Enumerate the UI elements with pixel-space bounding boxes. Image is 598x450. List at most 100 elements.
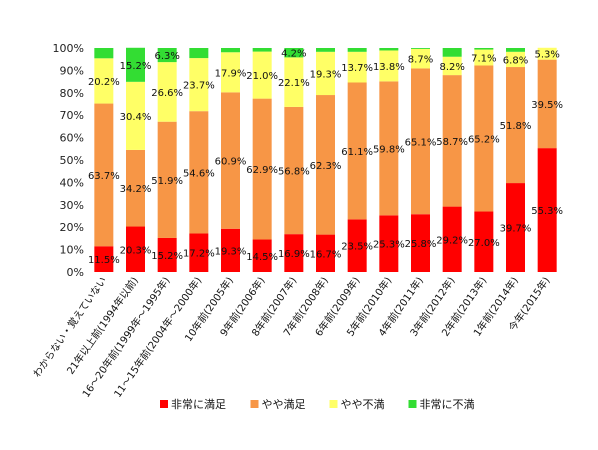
- bar-segment: [347, 82, 367, 220]
- bar-segment: [442, 206, 462, 272]
- bar-segment: [189, 111, 209, 234]
- bar-segment: [474, 211, 494, 272]
- bar-segment: [442, 75, 462, 207]
- bar-segment: [284, 57, 304, 107]
- data-label: 8.7%: [408, 55, 433, 66]
- bar-segment: [442, 48, 462, 57]
- data-label: 63.7%: [88, 171, 120, 182]
- data-label: 25.8%: [405, 239, 437, 250]
- bar-segment: [157, 121, 177, 238]
- y-tick-label: 60%: [60, 132, 84, 145]
- bar-segment: [284, 234, 304, 272]
- data-label: 55.3%: [531, 206, 563, 217]
- bar-segment: [221, 52, 240, 93]
- bar-segment: [221, 228, 240, 272]
- data-label: 13.7%: [341, 63, 373, 74]
- legend-swatch: [250, 400, 259, 408]
- bar-segment: [474, 48, 494, 50]
- data-label: 17.2%: [183, 249, 215, 260]
- data-label: 34.2%: [120, 184, 152, 195]
- data-label: 23.7%: [183, 81, 215, 92]
- data-label: 65.1%: [405, 137, 437, 148]
- data-label: 14.5%: [246, 252, 278, 263]
- bar-segment: [506, 51, 525, 68]
- data-label: 15.2%: [120, 61, 152, 72]
- bar-segment: [347, 219, 367, 272]
- data-label: 26.6%: [151, 88, 183, 99]
- bars: [94, 47, 557, 272]
- bar-segment: [379, 215, 399, 272]
- y-tick-label: 100%: [53, 42, 84, 55]
- bar-segment: [189, 233, 209, 272]
- bar-segment: [126, 81, 145, 150]
- legend-swatch: [160, 400, 168, 408]
- bar-segment: [347, 51, 367, 83]
- data-label: 56.8%: [278, 167, 310, 178]
- y-tick-label: 30%: [60, 199, 84, 212]
- bar-segment: [506, 48, 525, 52]
- legend-label: やや不満: [341, 398, 385, 411]
- data-label: 51.8%: [500, 121, 532, 132]
- y-tick-label: 10%: [60, 244, 84, 257]
- bar-segment: [474, 65, 494, 212]
- data-label: 17.9%: [215, 68, 247, 79]
- bar-segment: [126, 226, 145, 272]
- data-label: 19.3%: [310, 69, 342, 80]
- bar-segment: [316, 95, 335, 235]
- data-label: 39.5%: [531, 100, 563, 111]
- bar-segment: [506, 183, 525, 272]
- bar-segment: [252, 51, 272, 99]
- bar-segment: [284, 48, 304, 58]
- data-label: 60.9%: [215, 157, 247, 168]
- bar-segment: [316, 48, 335, 52]
- data-label: 29.2%: [436, 235, 468, 246]
- legend-label: 非常に不満: [420, 398, 475, 411]
- data-labels: 11.5% 63.7% 20.2% 20.3% 34.2% 30.4% 15.2% 15.2%…: [88, 49, 563, 266]
- bar-segment: [252, 48, 272, 52]
- bar-segment: [252, 98, 272, 240]
- data-label: 51.9%: [151, 176, 183, 187]
- bar-segment: [252, 239, 272, 272]
- legend-label: やや満足: [262, 398, 306, 411]
- data-label: 25.3%: [373, 240, 405, 251]
- data-label: 7.1%: [471, 54, 496, 65]
- legend-swatch: [408, 400, 417, 408]
- bar-segment: [221, 92, 240, 229]
- data-label: 54.6%: [183, 168, 215, 179]
- legend-label: 非常に満足: [171, 398, 226, 411]
- data-label: 16.7%: [310, 249, 342, 260]
- data-label: 22.1%: [278, 78, 310, 89]
- y-tick-label: 70%: [60, 109, 84, 122]
- data-label: 65.2%: [468, 134, 500, 145]
- bar-segment: [94, 246, 114, 272]
- data-label: 20.3%: [120, 245, 152, 256]
- bar-segment: [411, 48, 430, 69]
- bar-segment: [157, 48, 177, 63]
- data-label: 16.9%: [278, 249, 310, 260]
- bar-segment: [537, 148, 557, 272]
- data-label: 59.8%: [373, 144, 405, 155]
- bar-segment: [379, 81, 399, 216]
- bar-segment: [94, 103, 114, 247]
- y-axis: 0% 10% 20% 30% 40% 50% 60% 70% 80% 90% 100%: [53, 42, 84, 279]
- data-label: 61.1%: [341, 147, 373, 158]
- data-label: 30.4%: [120, 112, 152, 123]
- bar-segment: [347, 48, 367, 52]
- bar-segment: [157, 237, 177, 272]
- legend-swatch: [329, 400, 338, 408]
- y-tick-label: 20%: [60, 221, 84, 234]
- bar-segment: [316, 234, 335, 272]
- bar-segment: [537, 59, 557, 149]
- bar-segment: [94, 48, 114, 59]
- bar-segment: [537, 47, 557, 60]
- data-label: 23.5%: [341, 242, 373, 253]
- bar-segment: [379, 50, 399, 82]
- data-label: 62.9%: [246, 165, 278, 176]
- bar-segment: [474, 49, 494, 66]
- bar-segment: [157, 62, 177, 122]
- bar-segment: [411, 214, 430, 272]
- data-label: 8.2%: [439, 62, 464, 73]
- bar-segment: [411, 48, 430, 49]
- bar-segment: [189, 58, 209, 112]
